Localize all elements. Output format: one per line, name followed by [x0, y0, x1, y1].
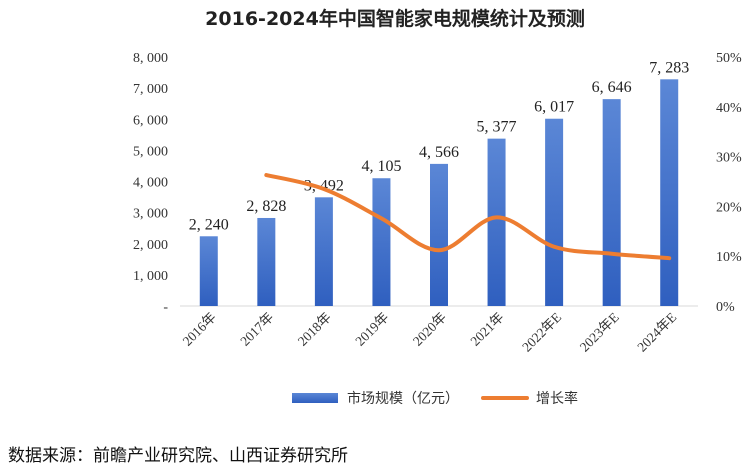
source-note: 数据来源：前瞻产业研究院、山西证券研究所: [8, 446, 348, 466]
legend-bar-swatch: [292, 393, 338, 403]
bar: [430, 163, 448, 306]
bar-data-label: 6, 646: [592, 79, 632, 96]
growth-rate-line: [264, 173, 672, 261]
legend-bar-label: 市场规模（亿元）: [347, 390, 459, 407]
left-tick-label: 5, 000: [133, 144, 168, 159]
x-tick-label: 2023年E: [577, 310, 622, 355]
left-tick-label: 3, 000: [133, 207, 168, 222]
bar-series: [199, 79, 679, 307]
chart: 2016-2024年中国智能家电规模统计及预测 - 1, 000 2, 000 3, …: [133, 7, 742, 407]
bar-data-label: 2, 240: [189, 216, 229, 233]
x-tick-label: 2016年: [180, 310, 219, 349]
bar-data-label: 7, 283: [649, 59, 689, 76]
left-tick-label: 7, 000: [133, 82, 168, 97]
bar: [199, 236, 218, 306]
right-tick-label: 30%: [716, 151, 742, 166]
left-tick-label: -: [163, 300, 168, 315]
bar: [257, 217, 276, 306]
bar-data-label: 4, 566: [419, 144, 459, 161]
bar-data-label: 5, 377: [477, 119, 517, 136]
x-tick-label: 2021年: [467, 310, 506, 349]
x-tick-label: 2022年E: [519, 310, 564, 355]
bar: [314, 197, 333, 306]
left-tick-label: 6, 000: [133, 113, 168, 128]
bar-data-label: 4, 105: [361, 158, 401, 175]
bar: [545, 118, 564, 306]
legend-line-label: 增长率: [536, 390, 578, 407]
legend: 市场规模（亿元） 增长率: [292, 390, 578, 407]
right-axis: 0% 10% 20% 30% 40% 50%: [716, 51, 742, 315]
bar: [487, 138, 506, 306]
right-tick-label: 50%: [716, 51, 742, 66]
x-tick-label: 2018年: [295, 310, 334, 349]
left-tick-label: 2, 000: [133, 238, 168, 253]
right-tick-label: 20%: [716, 200, 742, 215]
left-tick-label: 1, 000: [133, 269, 168, 284]
x-axis: 2016年 2017年 2018年 2019年 2020年 2021年 2022年E 2023…: [180, 310, 680, 355]
right-tick-label: 0%: [716, 300, 735, 315]
x-tick-label: 2017年: [237, 310, 276, 349]
x-tick-label: 2024年E: [634, 310, 679, 355]
bar-data-label: 6, 017: [534, 99, 574, 116]
bar-data-label: 3, 492: [304, 177, 344, 194]
left-tick-label: 4, 000: [133, 176, 168, 191]
x-tick-label: 2020年: [410, 310, 449, 349]
right-tick-label: 40%: [716, 101, 742, 116]
bar-data-label: 2, 828: [246, 198, 286, 215]
left-axis: - 1, 000 2, 000 3, 000 4, 000 5, 000 6, 000 7, …: [133, 51, 168, 315]
right-tick-label: 10%: [716, 250, 742, 265]
chart-title: 2016-2024年中国智能家电规模统计及预测: [205, 7, 585, 30]
bar: [660, 79, 679, 307]
x-tick-label: 2019年: [352, 310, 391, 349]
bar: [372, 178, 391, 306]
bar-data-labels: 2, 240 2, 828 3, 492 4, 105 4, 566 5, 377 6, 0…: [189, 59, 689, 233]
left-tick-label: 8, 000: [133, 51, 168, 66]
bar: [602, 99, 621, 306]
